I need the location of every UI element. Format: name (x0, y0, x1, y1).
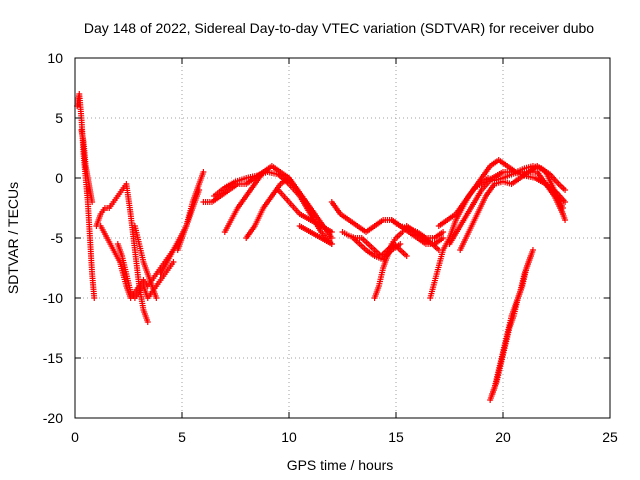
axis-ticks: 0 5 10 15 20 25 -20 -15 -10 -5 0 5 10 (43, 50, 618, 445)
data-point (562, 187, 569, 193)
data-point (529, 247, 536, 253)
x-tick-label: 10 (281, 429, 297, 445)
x-axis-label: GPS time / hours (287, 457, 394, 473)
y-tick-label: 10 (47, 50, 63, 66)
x-tick-label: 0 (71, 429, 79, 445)
series-t14 (296, 223, 335, 247)
data-point (403, 253, 410, 259)
series-t8 (174, 187, 203, 253)
data-point (89, 199, 96, 205)
grid-lines (75, 58, 610, 418)
series-t2 (78, 127, 96, 205)
series-t5 (114, 241, 177, 301)
data-point (328, 229, 335, 235)
x-tick-label: 5 (178, 429, 186, 445)
data-point (328, 241, 335, 247)
data-point (527, 253, 534, 259)
data-point (200, 169, 207, 175)
series-t13 (275, 187, 335, 235)
data-point (153, 295, 160, 301)
series-t12 (243, 175, 318, 241)
data-point (196, 187, 203, 193)
y-tick-label: -20 (43, 410, 63, 426)
y-tick-label: -15 (43, 350, 63, 366)
data-point (91, 295, 98, 301)
series-t6 (131, 223, 160, 301)
x-tick-label: 20 (495, 429, 511, 445)
y-tick-label: -10 (43, 290, 63, 306)
data-point (328, 235, 335, 241)
series-t18 (371, 229, 406, 301)
data-point (440, 229, 447, 235)
series-t20 (403, 223, 442, 253)
data-point (144, 319, 151, 325)
series-t11 (221, 169, 267, 235)
y-tick-label: -5 (51, 230, 64, 246)
x-tick-label: 15 (388, 429, 404, 445)
data-point (170, 259, 177, 265)
data-point (399, 229, 406, 235)
y-tick-label: 0 (55, 170, 63, 186)
series-t26 (489, 253, 534, 397)
x-tick-label: 25 (602, 429, 618, 445)
data-point (260, 169, 267, 175)
series-t21 (427, 169, 566, 301)
data-points (74, 91, 569, 403)
chart-title: Day 148 of 2022, Sidereal Day-to-day VTE… (84, 20, 594, 36)
series-t27 (542, 181, 569, 223)
data-point (397, 241, 404, 247)
data-point (440, 235, 447, 241)
y-tick-label: 5 (55, 110, 63, 126)
data-point (562, 217, 569, 223)
series-t22 (435, 157, 569, 229)
data-point (311, 211, 318, 217)
y-axis-label: SDTVAR / TECUs (5, 182, 21, 294)
series-t1 (74, 91, 98, 301)
